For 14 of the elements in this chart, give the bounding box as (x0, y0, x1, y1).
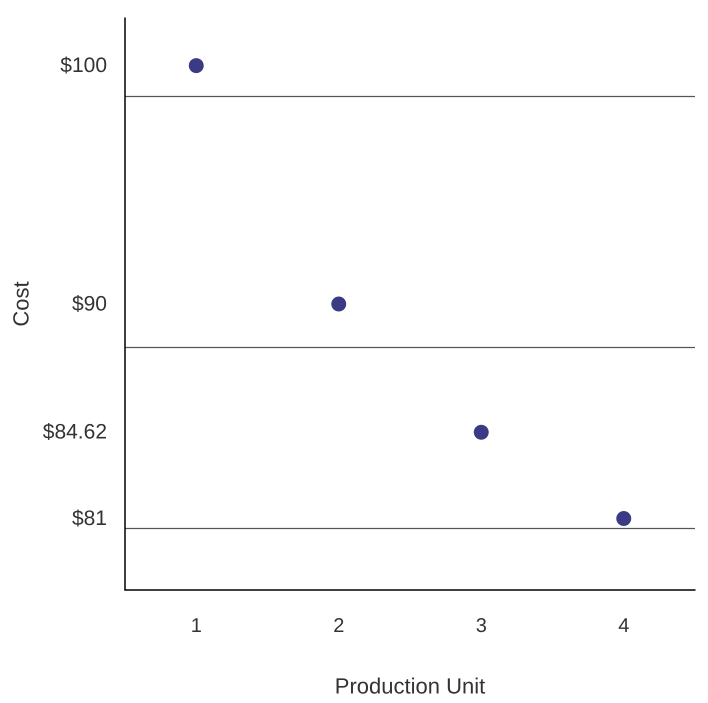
point (474, 424, 489, 440)
x-tick-label: 4 (618, 615, 630, 637)
point (188, 58, 204, 74)
x-tick-label: 2 (333, 615, 344, 637)
x-axis-title: Production Unit (334, 674, 486, 698)
y-tick-label: $84.62 (42, 420, 107, 444)
x-tick-label: 3 (476, 615, 487, 637)
y-tick-label: $81 (72, 507, 107, 530)
y-tick-label: $90 (72, 292, 107, 316)
point (616, 511, 632, 526)
x-tick-label: 1 (190, 615, 202, 637)
point (331, 296, 346, 312)
y-tick-label: $100 (60, 54, 107, 78)
y-axis-title: Cost (8, 281, 34, 327)
